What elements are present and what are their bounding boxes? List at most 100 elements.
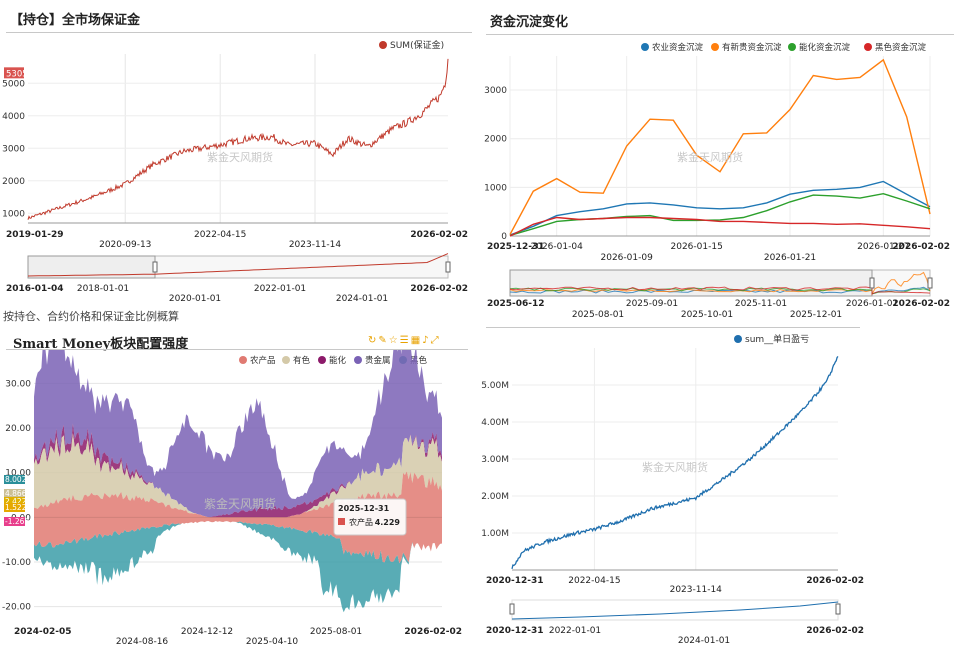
smart-legend-marker: [239, 356, 247, 364]
smart-legend-marker: [282, 356, 290, 364]
pnl-navigator-label: 2024-01-01: [678, 636, 730, 646]
flow-xtick-label: 2026-01-09: [601, 253, 654, 263]
smart-value-badge-label: 4.866: [5, 489, 27, 498]
smart-chart[interactable]: 农产品有色能化贵金属黑色30.0020.0010.000.00-10.00-20…: [0, 350, 478, 649]
flow-legend-label[interactable]: 有新贵资金沉淀: [722, 42, 782, 53]
flow-chart[interactable]: 0 1000 2000 3000 农业资金沉淀 有新贵资金沉淀 能化资金沉淀 黑色资金沉淀紫金…: [480, 36, 958, 328]
pnl-ytick-label: 2.00M: [481, 492, 509, 502]
flow-navigator-label: 2025-06-12: [487, 299, 545, 309]
flow-legend-marker: [711, 43, 719, 51]
smart-value-badge: [4, 489, 25, 498]
pnl-navigator-left-handle[interactable]: [509, 603, 515, 615]
smart-legend-label[interactable]: 黑色: [410, 355, 428, 366]
flow-xtick-label: 2026-02-02: [892, 242, 950, 252]
smart-toolbar: ↻✎☆☰▦♪⤢: [368, 335, 441, 346]
flow-navigator-label: 2025-08-01: [572, 310, 624, 320]
flow-navigator-line: [509, 271, 931, 296]
pnl-chart[interactable]: 1.00M 2.00M 3.00M 4.00M 5.00M sum__单日盈亏紫金天风期货…: [480, 328, 958, 649]
margin-ytick-label: 1000: [2, 209, 25, 219]
flow-legend-label[interactable]: 黑色资金沉淀: [875, 42, 927, 53]
star-icon[interactable]: ☆: [388, 335, 399, 346]
margin-navigator-label: 2016-01-04: [6, 284, 64, 294]
flow-series-line[interactable]: [509, 180, 931, 236]
smart-watermark: 紫金天风期货: [204, 496, 276, 511]
flow-title-divider: [486, 34, 954, 35]
pnl-ytick-label: 3.00M: [481, 455, 509, 465]
pnl-xtick-label: 2020-12-31: [486, 576, 544, 586]
smart-value-badge: [4, 497, 25, 506]
flow-series-line[interactable]: [509, 192, 931, 237]
flow-navigator-right-handle[interactable]: [927, 277, 933, 289]
flow-series-line[interactable]: [509, 216, 931, 237]
smart-value-badge-label: 1.522: [5, 503, 27, 512]
pnl-navigator[interactable]: [511, 599, 839, 621]
flow-navigator-line: [509, 286, 931, 295]
bell-icon[interactable]: ♪: [422, 335, 430, 346]
margin-title-divider: [6, 32, 472, 33]
flow-ytick-label: 1000: [484, 183, 507, 193]
smart-xtick-label: 2024-02-05: [14, 627, 72, 637]
margin-series-line[interactable]: [27, 58, 449, 220]
margin-navigator-left-handle[interactable]: [152, 261, 158, 273]
flow-navigator-label: 2026-01-01: [846, 299, 898, 309]
flow-ytick-label: 0: [501, 232, 507, 242]
margin-watermark: 紫金天风期货: [207, 150, 273, 164]
flow-navigator-left-handle[interactable]: [869, 277, 875, 289]
pnl-watermark: 紫金天风期货: [642, 460, 708, 474]
flow-navigator-label: 2025-10-01: [681, 310, 733, 320]
smart-legend-label[interactable]: 能化: [329, 355, 347, 366]
flow-xtick-label: 2026-01-04: [531, 242, 584, 252]
flow-legend-marker: [788, 43, 796, 51]
margin-navigator-right-handle[interactable]: [445, 261, 451, 273]
margin-footnote: 按持仓、合约价格和保证金比例概算: [3, 310, 179, 323]
smart-title-divider: [6, 349, 468, 350]
flow-navigator-label: 2025-11-01: [735, 299, 787, 309]
flow-series-line[interactable]: [509, 58, 931, 235]
pnl-xtick-label: 2022-04-15: [568, 576, 620, 586]
pnl-navigator-label: 2022-01-01: [549, 626, 601, 636]
smart-tooltip-date: 2025-12-31: [338, 504, 390, 513]
margin-navigator-label: 2022-01-01: [254, 284, 306, 294]
margin-legend-label[interactable]: SUM(保证金): [390, 39, 444, 51]
table-icon[interactable]: ☰: [399, 335, 410, 346]
pnl-navigator-label: 2026-02-02: [806, 626, 864, 636]
flow-navigator-label: 2025-12-01: [790, 310, 842, 320]
smart-area-precious[interactable]: [34, 350, 442, 518]
smart-legend-label[interactable]: 有色: [293, 355, 311, 366]
flow-legend-marker: [864, 43, 872, 51]
flow-legend-label[interactable]: 能化资金沉淀: [799, 42, 851, 53]
margin-navigator-line: [27, 253, 449, 277]
margin-xtick-label: 2022-04-15: [194, 230, 246, 240]
margin-xtick-label: 2023-11-14: [289, 240, 342, 250]
grid-icon[interactable]: ▦: [410, 335, 422, 346]
smart-value-badge: [4, 503, 25, 512]
refresh-icon[interactable]: ↻: [368, 335, 378, 346]
margin-last-value-badge: [4, 67, 24, 79]
margin-navigator-label: 2026-02-02: [410, 284, 468, 294]
smart-tooltip-series: 农产品: [349, 517, 373, 527]
smart-ytick-label: 30.00: [5, 379, 31, 389]
flow-legend-label[interactable]: 农业资金沉淀: [652, 42, 704, 53]
smart-legend-label[interactable]: 农产品: [250, 355, 276, 366]
flow-panel-title: 资金沉淀变化: [490, 15, 569, 30]
margin-legend-marker: [379, 41, 387, 49]
margin-panel-title: 【持仓】全市场保证金: [10, 13, 141, 28]
margin-xtick-label: 2020-09-13: [99, 240, 151, 250]
pnl-legend-label[interactable]: sum__单日盈亏: [745, 333, 809, 345]
fullscreen-icon[interactable]: ⤢: [430, 335, 440, 346]
smart-value-badge-label: -1.262: [5, 517, 29, 526]
pnl-navigator-right-handle[interactable]: [835, 603, 841, 615]
margin-last-value-label: 5305: [6, 69, 28, 79]
margin-navigator-label: 2024-01-01: [336, 294, 388, 302]
flow-navigator-mask: [509, 269, 873, 297]
smart-area-nonferrous[interactable]: [34, 433, 442, 518]
flow-watermark: 紫金天风期货: [677, 150, 743, 164]
smart-tooltip-box: [333, 498, 407, 536]
smart-xtick-label: 2025-08-01: [310, 627, 362, 637]
smart-area-ferrous[interactable]: [34, 521, 442, 613]
margin-chart[interactable]: 1000 2000 3000 4000 5000 SUM(保证金) 5305 紫金天风期货 20…: [0, 34, 478, 302]
pnl-series-line[interactable]: [511, 355, 839, 570]
edit-icon[interactable]: ✎: [378, 335, 388, 346]
pnl-navigator-line: [511, 601, 839, 620]
smart-legend-label[interactable]: 贵金属: [365, 355, 391, 366]
